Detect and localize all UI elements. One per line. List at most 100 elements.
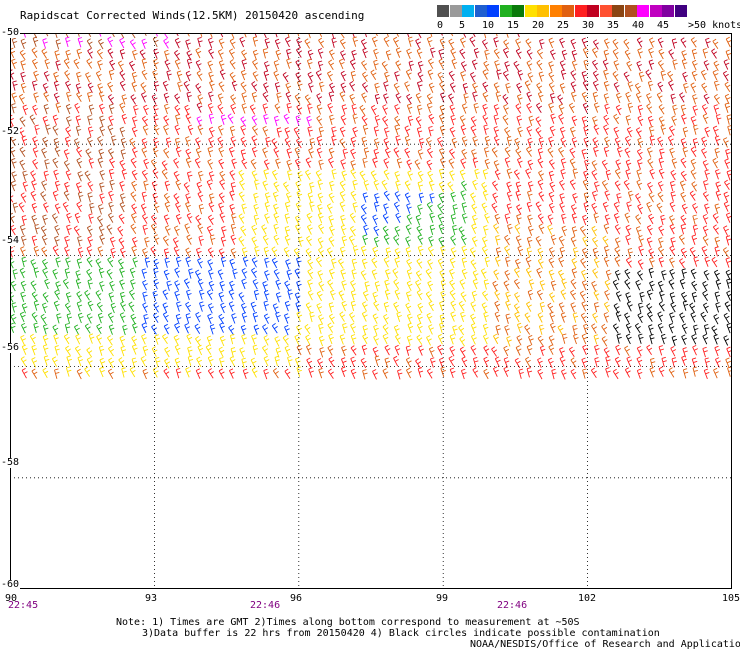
- wind-barb: [219, 179, 226, 190]
- wind-barb: [11, 37, 18, 49]
- wind-barb: [163, 124, 169, 136]
- wind-barb: [450, 213, 457, 225]
- wind-barb: [657, 311, 664, 322]
- wind-barb: [319, 347, 325, 358]
- wind-barb: [350, 368, 357, 379]
- wind-barb: [42, 136, 49, 148]
- wind-barb: [362, 333, 369, 345]
- wind-barb: [119, 267, 125, 278]
- wind-barb: [604, 103, 610, 115]
- wind-barb: [527, 225, 534, 236]
- wind-barb: [373, 236, 380, 248]
- wind-barb: [703, 302, 709, 314]
- wind-barb: [539, 280, 546, 291]
- wind-barb: [350, 160, 356, 171]
- wind-barb: [340, 70, 347, 82]
- wind-barb: [318, 335, 325, 347]
- wind-barb: [381, 179, 388, 191]
- wind-barb: [340, 50, 346, 61]
- wind-barb: [294, 93, 301, 105]
- wind-barb: [491, 147, 498, 158]
- wind-barb: [623, 179, 630, 191]
- wind-barb: [273, 212, 280, 223]
- wind-barb: [503, 366, 510, 377]
- wind-barb: [691, 334, 698, 345]
- wind-barb: [318, 37, 325, 48]
- wind-barb: [503, 280, 510, 291]
- wind-barb: [492, 280, 499, 292]
- wind-barb: [96, 334, 103, 345]
- wind-barb: [482, 103, 488, 115]
- wind-barb: [273, 70, 280, 81]
- wind-barb: [305, 248, 312, 259]
- wind-barb: [548, 82, 555, 93]
- wind-barb: [31, 357, 38, 368]
- wind-barb: [593, 212, 599, 224]
- wind-barb: [582, 344, 588, 356]
- wind-barb: [143, 104, 149, 116]
- wind-barb: [74, 324, 80, 335]
- wind-barb: [350, 148, 357, 160]
- wind-barb: [262, 234, 269, 246]
- wind-barb: [646, 289, 653, 300]
- wind-barb: [484, 256, 490, 268]
- wind-barb: [713, 334, 720, 345]
- wind-barb: [263, 169, 269, 180]
- wind-barb: [252, 59, 259, 70]
- wind-barb: [339, 190, 346, 202]
- wind-barb: [10, 135, 17, 147]
- lat-label-60: -60: [0, 579, 21, 590]
- wind-barb: [593, 124, 600, 135]
- wind-barb: [306, 58, 313, 70]
- wind-barb: [241, 278, 247, 290]
- wind-barb: [537, 357, 543, 368]
- wind-barb: [405, 224, 412, 235]
- wind-barb: [362, 324, 368, 336]
- wind-barb: [591, 202, 598, 214]
- wind-barb: [393, 279, 400, 290]
- wind-barb: [582, 179, 589, 190]
- wind-barb: [109, 179, 115, 191]
- wind-barb: [20, 334, 26, 346]
- wind-barb: [84, 323, 91, 334]
- wind-barb: [426, 335, 432, 346]
- wind-barb: [195, 47, 202, 59]
- wind-barb: [341, 280, 347, 291]
- time-label-1: 22:45: [8, 600, 39, 611]
- wind-barb: [208, 136, 215, 148]
- wind-barb: [173, 170, 180, 182]
- wind-barb: [326, 247, 333, 258]
- wind-barb: [197, 257, 203, 269]
- wind-barb: [513, 303, 520, 314]
- wind-barb: [177, 81, 183, 92]
- wind-barb: [76, 368, 83, 380]
- wind-barb: [129, 366, 136, 378]
- wind-barb: [130, 279, 136, 290]
- wind-barb: [459, 346, 466, 358]
- wind-barb: [548, 191, 555, 203]
- wind-barb: [286, 159, 292, 171]
- wind-barb: [362, 157, 368, 168]
- wind-barb: [119, 335, 126, 347]
- wind-barb: [252, 311, 259, 323]
- wind-barb: [724, 102, 731, 113]
- wind-barb: [669, 180, 676, 192]
- wind-barb: [219, 212, 226, 223]
- wind-barb: [360, 204, 367, 215]
- wind-barb: [275, 49, 282, 61]
- wind-barb: [352, 179, 358, 191]
- wind-barb: [121, 367, 127, 378]
- wind-barb: [316, 147, 323, 159]
- wind-barb: [111, 33, 115, 38]
- wind-barb: [329, 49, 335, 60]
- wind-barb: [459, 279, 466, 290]
- wind-barb: [52, 157, 59, 169]
- wind-barb: [165, 137, 172, 148]
- wind-barb: [239, 347, 245, 358]
- legend-swatch: [649, 5, 662, 17]
- wind-barb: [701, 148, 708, 159]
- wind-barb: [274, 103, 281, 114]
- wind-barb: [66, 212, 72, 224]
- wind-barb: [373, 59, 379, 71]
- wind-barb: [52, 190, 59, 202]
